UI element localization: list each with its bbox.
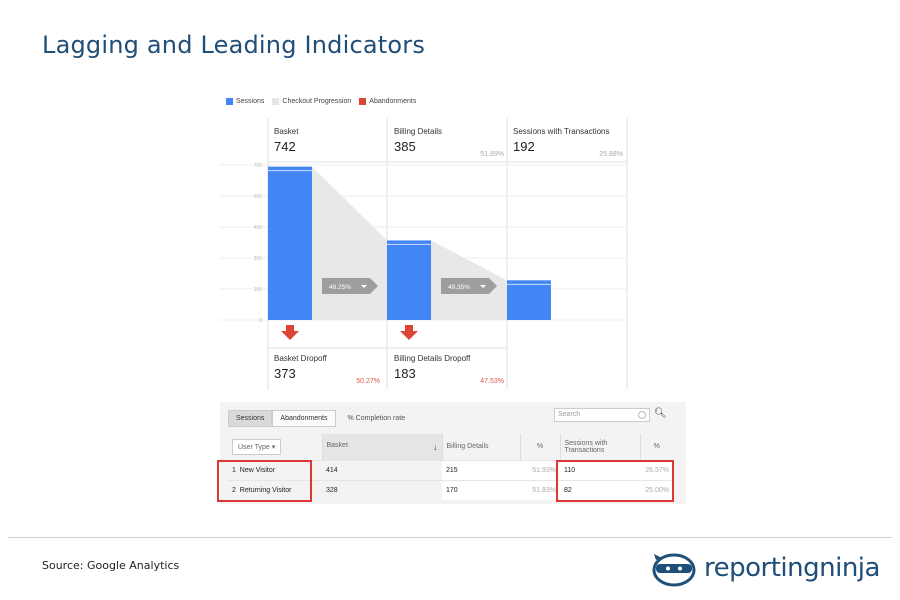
- progression-area: [312, 166, 387, 320]
- abandonment-arrow-icon: [281, 325, 299, 340]
- y-tick-label: 0: [259, 318, 262, 324]
- y-tick-label: 750: [254, 163, 263, 169]
- y-tick-label: 450: [254, 225, 263, 231]
- row-transactions: 110: [560, 459, 640, 480]
- progression-label: 48.25%: [329, 284, 351, 291]
- chart-legend: Sessions Checkout Progression Abandonmen…: [226, 98, 416, 105]
- row-billing: 170: [442, 479, 520, 500]
- data-table-section: Sessions Abandonments % Completion rate …: [217, 402, 686, 504]
- y-tick-label: 150: [254, 287, 263, 293]
- user-type-dropdown[interactable]: User Type ▾: [232, 438, 282, 455]
- search-input[interactable]: Search: [554, 408, 650, 422]
- y-tick-label: 600: [254, 194, 263, 200]
- user-type-table: User Type ▾ Basket ↓ Billing Details % Se…: [228, 434, 673, 500]
- dropdown-caret: [361, 285, 367, 288]
- stage-basket: Basket 742: [274, 127, 299, 154]
- row-transactions: 82: [560, 479, 640, 500]
- bar-2: [387, 240, 431, 320]
- y-tick-label: 300: [254, 256, 263, 262]
- source-note: Source: Google Analytics: [42, 559, 180, 572]
- col-billing-details[interactable]: Billing Details: [442, 434, 521, 460]
- table-row[interactable]: 2 Returning Visitor 328 170 51.83% 82 25…: [228, 479, 673, 500]
- tab-abandonments[interactable]: Abandonments: [272, 410, 336, 427]
- legend-sessions: Sessions: [226, 98, 264, 105]
- col-basket[interactable]: Basket ↓: [322, 434, 443, 460]
- basket-dropoff: Basket Dropoff 373 50.27%: [274, 354, 380, 385]
- sort-down-icon[interactable]: ↓: [433, 441, 438, 452]
- row-transactions-pct: 26.57%: [640, 459, 673, 480]
- legend-checkout-progression: Checkout Progression: [272, 98, 351, 105]
- tab-sessions[interactable]: Sessions: [228, 410, 273, 427]
- abandonment-arrow-icon: [400, 325, 418, 340]
- logo-wordmark: reportingninja: [704, 553, 880, 583]
- stage-sessions-with-transactions: Sessions with Transactions 192 25.88%: [513, 127, 623, 158]
- highlight-transactions: [556, 460, 674, 502]
- reportingninja-logo: reportingninja: [650, 548, 880, 588]
- row-billing: 215: [442, 459, 520, 480]
- col-sessions-with-transactions[interactable]: Sessions with Transactions: [560, 434, 641, 460]
- analytics-screenshot: Sessions Checkout Progression Abandonmen…: [217, 92, 686, 504]
- completion-rate-link[interactable]: % Completion rate: [347, 415, 406, 422]
- slide-title: Lagging and Leading Indicators: [42, 31, 426, 59]
- bar-3: [507, 280, 551, 320]
- progression-label: 49.35%: [448, 284, 470, 291]
- col-transactions-pct[interactable]: %: [640, 434, 673, 460]
- search-icon[interactable]: 🔍︎: [654, 408, 667, 419]
- row-basket: 414: [322, 459, 442, 480]
- stage-billing-details: Billing Details 385 51.89%: [394, 127, 504, 158]
- col-billing-pct[interactable]: %: [520, 434, 561, 460]
- clear-icon[interactable]: [638, 411, 646, 419]
- progression-tag: [441, 278, 497, 294]
- table-toolbar: Sessions Abandonments % Completion rate: [228, 410, 405, 427]
- row-transactions-pct: 25.00%: [640, 479, 673, 500]
- billing-details-dropoff: Billing Details Dropoff 183 47.53%: [394, 354, 504, 385]
- bar-1: [268, 166, 312, 320]
- funnel-chart: 750 600 450 300 150 0 48.25% 49.35% Basket 742 …: [220, 118, 686, 392]
- row-user-type: 2 Returning Visitor: [228, 479, 322, 500]
- row-basket: 328: [322, 479, 442, 500]
- progression-tag: [322, 278, 378, 294]
- footer-divider: [8, 537, 892, 538]
- dropdown-caret: [480, 285, 486, 288]
- table-row[interactable]: 1 New Visitor 414 215 51.93% 110 26.57%: [228, 459, 673, 480]
- col-user-type[interactable]: User Type ▾: [228, 434, 323, 460]
- highlight-user-type: [217, 460, 312, 502]
- row-billing-pct: 51.93%: [520, 459, 560, 480]
- legend-abandonments: Abandonments: [359, 98, 416, 105]
- row-billing-pct: 51.83%: [520, 479, 560, 500]
- ninja-logo-icon: [652, 553, 696, 587]
